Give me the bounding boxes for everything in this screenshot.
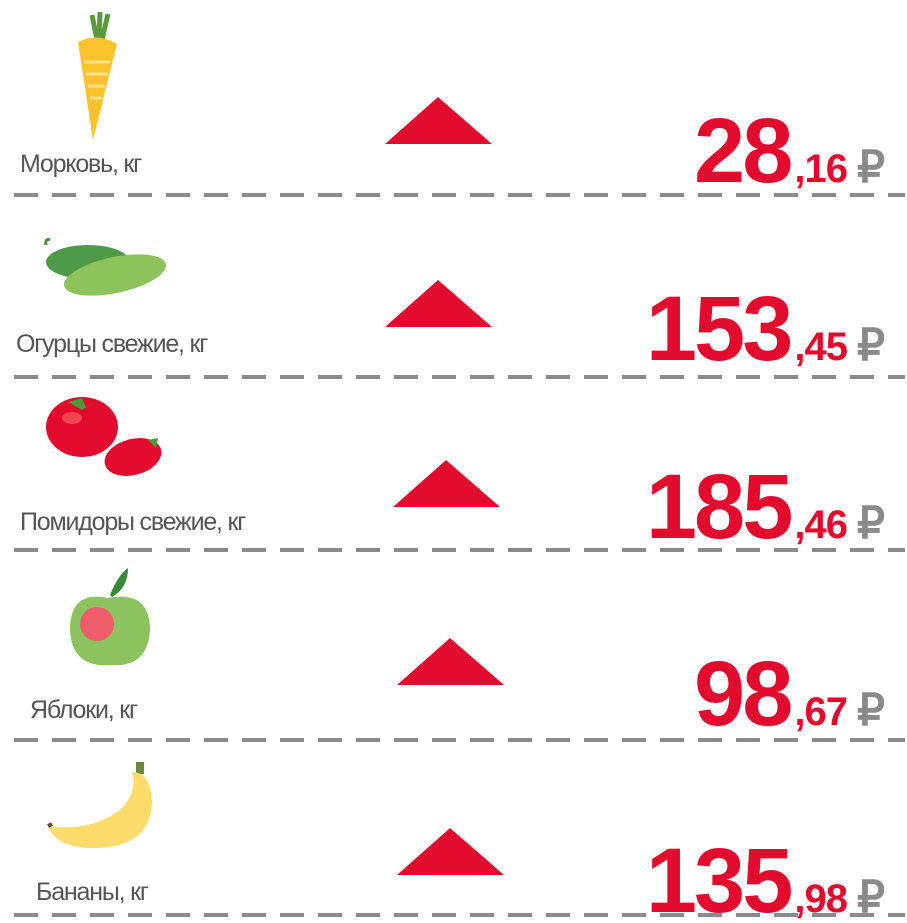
currency: ₽ <box>857 143 885 192</box>
apple-icon <box>70 568 150 666</box>
banana-icon <box>47 762 152 849</box>
price-main: 153 <box>646 278 791 380</box>
currency: ₽ <box>857 686 885 735</box>
price-main: 135 <box>646 830 791 923</box>
cucumber-icon <box>44 238 167 296</box>
price-fraction: ,67 <box>794 690 847 734</box>
price-main: 185 <box>646 456 791 558</box>
tomato-icon <box>46 397 162 476</box>
item-label: Яблоки, кг <box>30 696 138 724</box>
item-label: Огурцы свежие, кг <box>16 330 208 358</box>
up-arrow <box>397 828 504 875</box>
item-label: Помидоры свежие, кг <box>20 508 246 536</box>
currency: ₽ <box>857 499 885 548</box>
price-fraction: ,46 <box>794 503 847 547</box>
price: 135,98 ₽ <box>646 830 885 923</box>
price-main: 98 <box>694 643 791 745</box>
price: 28,16 ₽ <box>694 100 885 202</box>
price-fraction: ,98 <box>794 877 847 921</box>
item-label: Морковь, кг <box>20 150 142 178</box>
price: 98,67 ₽ <box>694 643 885 745</box>
price-main: 28 <box>694 100 791 202</box>
currency: ₽ <box>857 873 885 922</box>
up-arrow <box>393 460 500 507</box>
price: 153,45 ₽ <box>646 278 885 380</box>
up-arrow <box>385 97 492 144</box>
price: 185,46 ₽ <box>646 456 885 558</box>
up-arrow <box>397 638 504 685</box>
currency: ₽ <box>857 321 885 370</box>
carrot-icon <box>78 11 117 140</box>
up-arrow <box>385 280 492 327</box>
price-fraction: ,16 <box>794 147 847 191</box>
item-label: Бананы, кг <box>36 878 149 906</box>
price-fraction: ,45 <box>794 325 847 369</box>
